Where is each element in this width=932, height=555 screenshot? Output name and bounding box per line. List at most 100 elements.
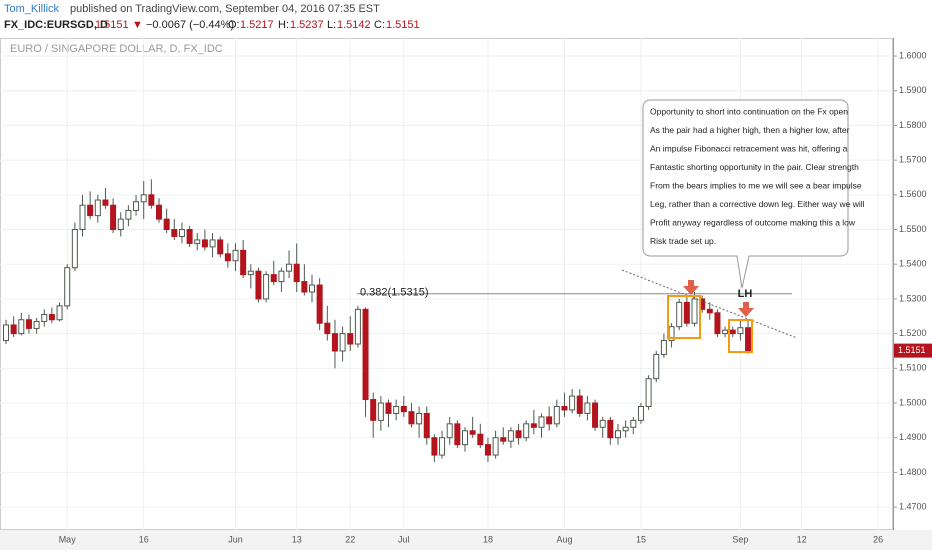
- candle-body: [385, 402, 392, 414]
- candle-body: [660, 340, 667, 355]
- candle-body: [722, 329, 729, 335]
- candle-body: [117, 218, 124, 231]
- candle-body: [546, 416, 553, 425]
- published: published on TradingView.com, September …: [70, 3, 380, 15]
- c-label: C:: [374, 19, 385, 31]
- highlight-box: [728, 319, 753, 353]
- annotation-line: Profit anyway regardless of outcome maki…: [650, 217, 856, 227]
- annotation-line: Fantastic shorting opportunity in the pa…: [650, 162, 859, 172]
- candle-body: [339, 333, 346, 352]
- candle-body: [615, 430, 621, 439]
- x-tick-label: 16: [139, 534, 149, 544]
- candle-body: [178, 229, 185, 237]
- x-tick-label: May: [59, 534, 77, 544]
- x-tick-label: Jul: [398, 534, 410, 544]
- candle-body: [637, 405, 644, 421]
- candle-body: [71, 229, 78, 269]
- y-tick-label: 1.5200: [899, 328, 927, 338]
- candle-body: [278, 270, 285, 283]
- candle-body: [393, 405, 400, 414]
- candle-body: [439, 437, 446, 456]
- candle-body: [553, 405, 560, 425]
- low-value: 1.5142: [337, 19, 371, 31]
- annotation-line: From the bears implies to me we will see…: [650, 180, 862, 190]
- candle-body: [408, 411, 415, 425]
- y-tick-label: 1.5300: [899, 293, 927, 303]
- candle-body: [729, 329, 736, 335]
- highlight-box: [667, 295, 701, 339]
- candle-body: [745, 327, 752, 352]
- candle-body: [10, 324, 17, 335]
- l-label: L:: [327, 19, 336, 31]
- candle-body: [79, 204, 86, 231]
- candle-body: [706, 308, 713, 314]
- candle-body: [530, 423, 537, 428]
- candle-body: [607, 419, 614, 439]
- candle-body: [370, 399, 377, 421]
- symbol: FX_IDC:EURSGD, D: [4, 19, 108, 31]
- candle-body: [3, 324, 9, 342]
- candle-body: [331, 333, 338, 352]
- candle-body: [309, 284, 315, 293]
- candle-body: [676, 301, 683, 328]
- candle-body: [737, 327, 744, 335]
- annotation-line: Risk trade set up.: [650, 236, 716, 246]
- y-tick-label: 1.6000: [899, 50, 927, 60]
- close-value: 1.5151: [386, 19, 420, 31]
- h-label: H:: [278, 19, 289, 31]
- x-tick-label: Sep: [732, 534, 748, 544]
- arrow: [738, 302, 754, 317]
- x-tick-label: 22: [345, 534, 355, 544]
- y-tick-label: 1.5700: [899, 155, 927, 165]
- x-tick-label: Aug: [556, 534, 572, 544]
- change-arrow: ▼: [132, 19, 143, 31]
- y-tick-label: 1.5600: [899, 189, 927, 199]
- candle-body: [622, 426, 629, 432]
- candle-body: [431, 437, 438, 456]
- candle-body: [462, 430, 468, 446]
- last-price: 1.5151: [95, 19, 129, 31]
- candle-body: [454, 423, 461, 446]
- fib-label: 0.382(1.5315): [360, 287, 429, 299]
- candle-body: [263, 274, 270, 300]
- change: −0.0067 (−0.44%): [146, 19, 234, 31]
- candle-body: [41, 314, 48, 322]
- candle-body: [523, 423, 530, 439]
- candle-body: [110, 204, 117, 231]
- candle-body: [156, 204, 162, 220]
- y-tick-label: 1.4800: [899, 467, 927, 477]
- annotation-line: Opportunity to short into continuation o…: [650, 106, 848, 116]
- candle-body: [301, 281, 308, 293]
- candle-body: [645, 378, 652, 407]
- last-price-label: 1.5151: [898, 345, 926, 355]
- annotation-line: As the pair had a higher high, then a hi…: [650, 125, 850, 135]
- high-value: 1.5237: [290, 19, 324, 31]
- candle-body: [186, 229, 193, 244]
- candle-body: [133, 201, 140, 211]
- candle-body: [240, 249, 247, 276]
- candle-body: [668, 326, 675, 342]
- candle-body: [561, 405, 568, 411]
- candle-body: [576, 395, 583, 414]
- x-tick-label: 15: [636, 534, 646, 544]
- candle-body: [125, 209, 132, 220]
- y-tick-label: 1.5500: [899, 224, 927, 234]
- candle-body: [201, 239, 208, 248]
- last-price-tag: [894, 343, 932, 358]
- y-tick-label: 1.4900: [899, 432, 927, 442]
- author[interactable]: Tom_Killick: [4, 3, 60, 15]
- candle-body: [94, 199, 101, 217]
- candle-body: [48, 314, 55, 321]
- candle-body: [324, 322, 331, 335]
- candle-body: [630, 419, 637, 428]
- candle-body: [224, 253, 231, 262]
- candle-body: [354, 308, 361, 345]
- candle-body: [247, 270, 254, 276]
- candle-body: [316, 284, 323, 324]
- candle-body: [347, 333, 354, 345]
- trendline: [621, 269, 798, 339]
- candle-body: [500, 437, 507, 442]
- candle-body: [209, 239, 216, 248]
